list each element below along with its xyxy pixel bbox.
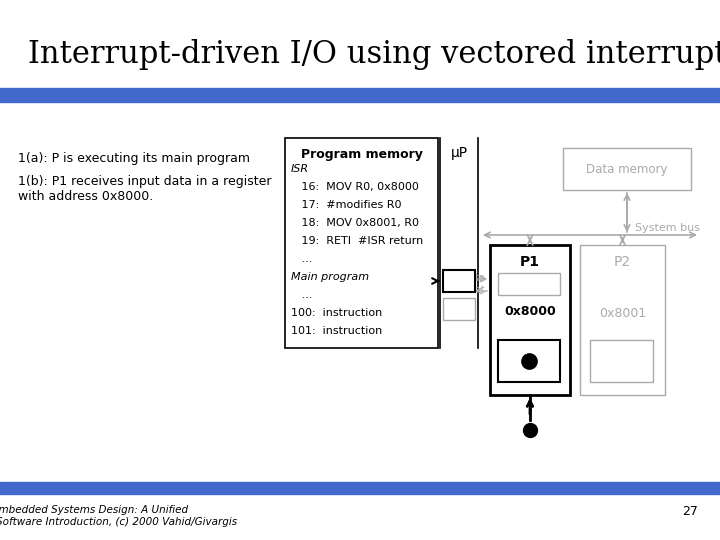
Bar [580,245,665,395]
Text: Program memory: Program memory [300,148,423,161]
Text: 17:  #modifies R0: 17: #modifies R0 [291,200,402,210]
Text: 16:  MOV R0, 0x8000: 16: MOV R0, 0x8000 [291,182,419,192]
Text: ...: ... [291,290,312,300]
Bar [0,482,720,494]
Text: ...: ... [291,254,312,264]
Text: PC: PC [451,274,467,287]
Text: P2: P2 [614,255,631,269]
Text: System bus: System bus [635,223,700,233]
Text: Main program: Main program [291,272,369,282]
Text: Inta: Inta [465,273,485,283]
Bar [490,245,570,395]
Bar [498,273,560,295]
Bar [443,270,475,292]
Text: 101:  instruction: 101: instruction [291,326,382,336]
Text: μP: μP [451,146,467,160]
Bar [443,298,475,320]
Text: ISR: ISR [291,164,309,174]
Bar [590,340,653,382]
Text: 19:  RETI  #ISR return: 19: RETI #ISR return [291,236,423,246]
Text: Data memory: Data memory [586,163,667,176]
Text: Int: Int [472,285,485,295]
Text: 100: 100 [449,304,469,314]
Text: 0x8001: 0x8001 [599,307,646,320]
Text: 100:  instruction: 100: instruction [291,308,382,318]
Text: 18:  MOV 0x8001, R0: 18: MOV 0x8001, R0 [291,218,419,228]
Bar [285,138,438,348]
Bar [563,148,691,190]
Text: 16: 16 [521,278,536,291]
Text: 1(b): P1 receives input data in a register
with address 0x8000.: 1(b): P1 receives input data in a regist… [18,175,271,203]
Text: 27: 27 [682,505,698,518]
Text: Interrupt-driven I/O using vectored interrupt: Interrupt-driven I/O using vectored inte… [28,39,720,71]
Bar [0,88,720,102]
Text: 0x8000: 0x8000 [504,305,556,318]
Text: Embedded Systems Design: A Unified
Hardware/Software Introduction, (c) 2000 Vahi: Embedded Systems Design: A Unified Hardw… [0,505,238,526]
Bar [498,340,560,382]
Text: P1: P1 [520,255,540,269]
Text: 1(a): P is executing its main program: 1(a): P is executing its main program [18,152,250,165]
